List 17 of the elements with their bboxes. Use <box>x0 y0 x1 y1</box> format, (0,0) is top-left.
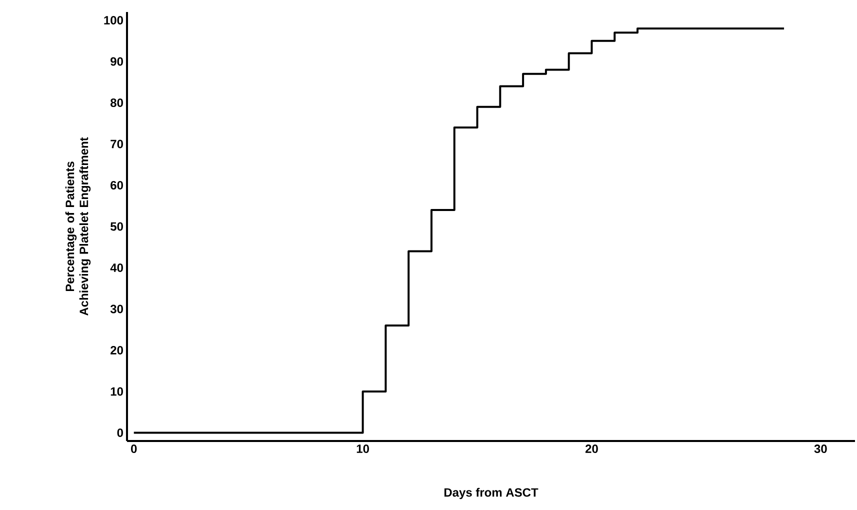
y-tick-label: 20 <box>110 346 123 354</box>
y-tick-label: 40 <box>110 263 123 272</box>
y-tick-label: 0 <box>117 428 123 437</box>
y-tick-label: 90 <box>110 57 123 66</box>
x-tick-label: 0 <box>131 444 137 454</box>
y-tick-label: 70 <box>110 140 123 148</box>
y-tick-label: 50 <box>110 222 123 231</box>
x-tick-label: 10 <box>356 444 369 454</box>
x-tick-label: 30 <box>814 444 827 454</box>
x-tick-label: 20 <box>585 444 598 454</box>
y-tick-label: 80 <box>110 98 123 107</box>
y-tick-label: 60 <box>110 180 123 190</box>
y-tick-label: 30 <box>110 304 123 314</box>
y-axis-title: Percentage of Patients Achieving Platelet Engraftment <box>65 137 91 316</box>
y-tick-label: 10 <box>110 387 123 396</box>
x-axis-title: Days from ASCT <box>444 488 538 500</box>
y-tick-label: 100 <box>104 16 123 24</box>
